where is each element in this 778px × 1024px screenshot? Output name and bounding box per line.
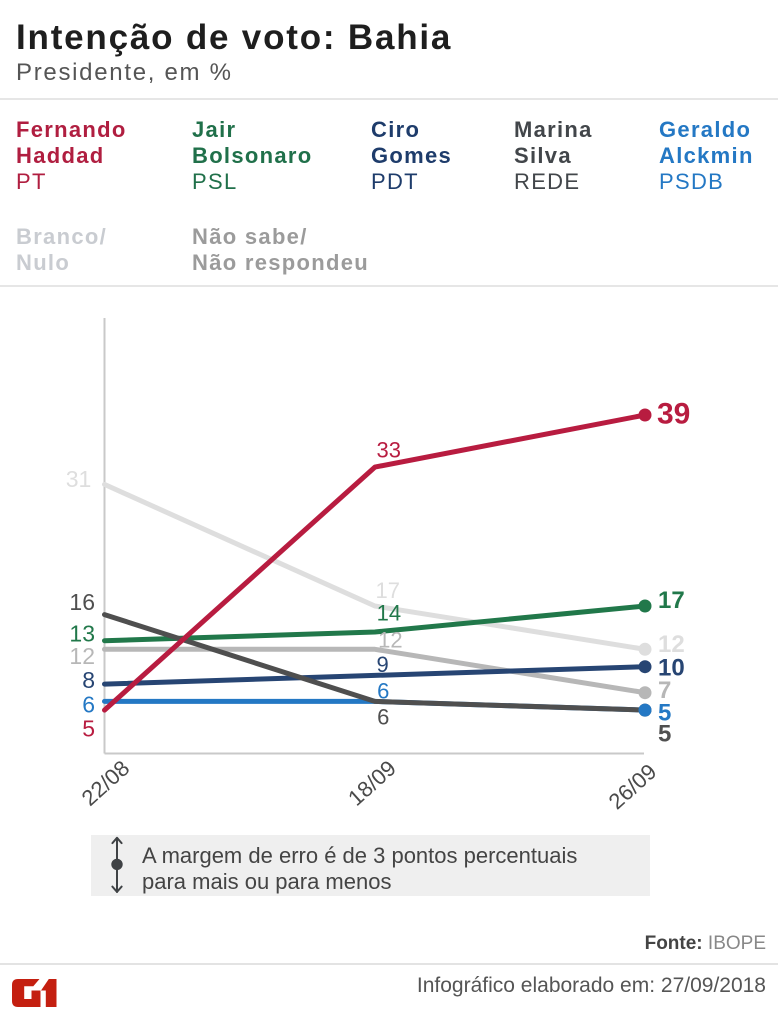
- svg-text:5: 5: [82, 716, 95, 742]
- svg-text:6: 6: [377, 678, 389, 703]
- svg-text:31: 31: [66, 466, 92, 492]
- svg-text:7: 7: [658, 677, 671, 704]
- svg-text:12: 12: [658, 631, 685, 658]
- svg-text:26/09: 26/09: [604, 759, 662, 814]
- svg-text:9: 9: [376, 652, 388, 677]
- svg-text:17: 17: [658, 587, 685, 614]
- svg-text:12: 12: [378, 628, 402, 653]
- svg-text:6: 6: [377, 705, 389, 730]
- svg-text:10: 10: [658, 655, 685, 682]
- svg-text:5: 5: [658, 700, 671, 727]
- svg-text:6: 6: [82, 691, 95, 717]
- svg-text:13: 13: [69, 620, 95, 646]
- svg-text:22/08: 22/08: [77, 755, 135, 810]
- svg-text:8: 8: [82, 667, 95, 693]
- svg-text:18/09: 18/09: [343, 755, 401, 810]
- svg-text:14: 14: [377, 601, 401, 626]
- svg-text:5: 5: [658, 721, 671, 748]
- svg-text:33: 33: [376, 438, 400, 463]
- svg-text:17: 17: [375, 578, 399, 603]
- svg-text:12: 12: [69, 643, 95, 669]
- svg-text:16: 16: [69, 589, 95, 615]
- svg-text:39: 39: [657, 398, 690, 431]
